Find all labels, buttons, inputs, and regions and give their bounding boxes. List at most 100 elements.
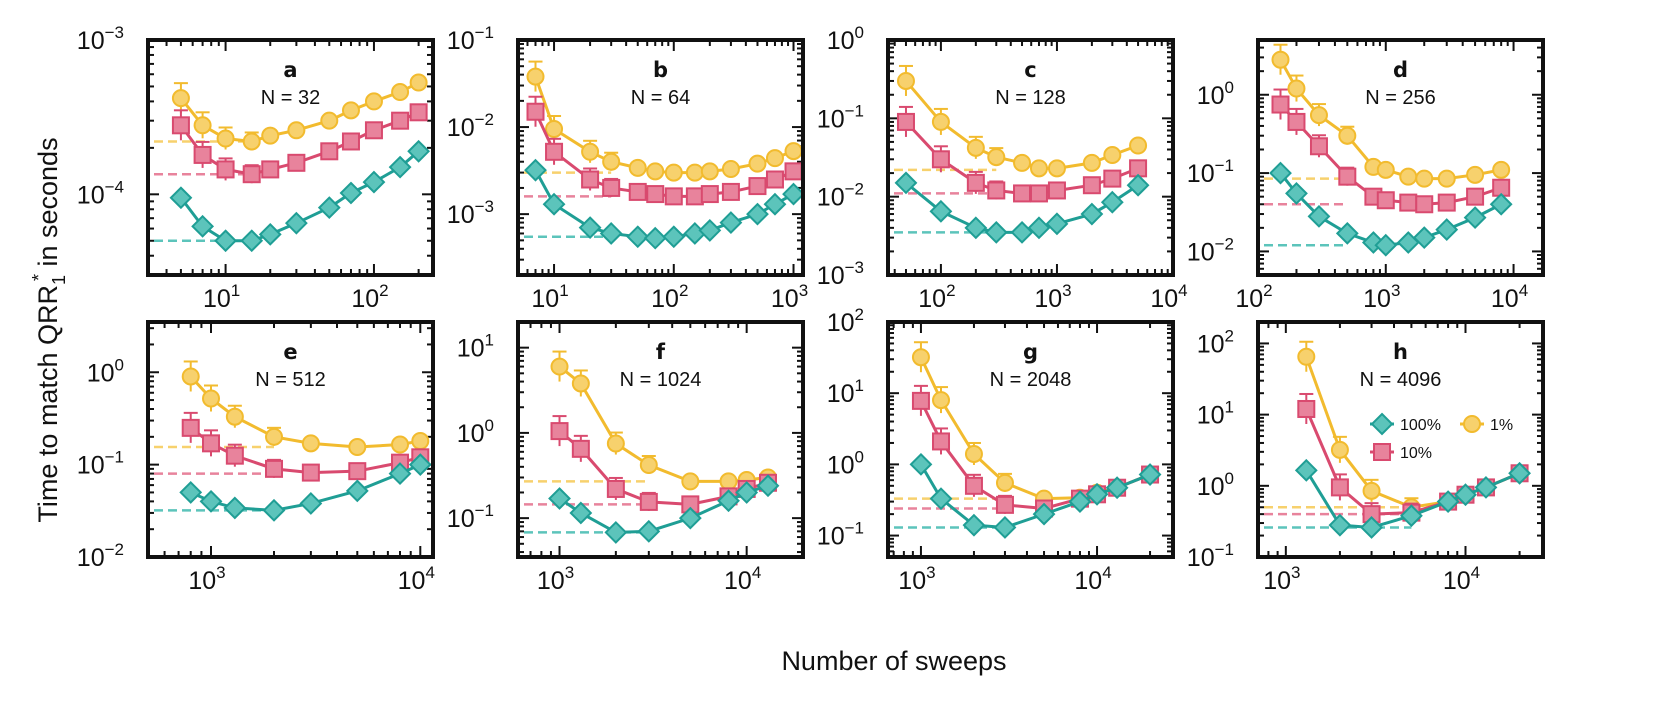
point-10% xyxy=(320,142,339,161)
x-tick-label: 103 xyxy=(1263,563,1300,595)
panel-frame xyxy=(516,320,805,559)
point-1% xyxy=(719,472,738,491)
y-tick-label: 100 xyxy=(827,23,864,55)
point-100% xyxy=(1138,463,1162,486)
point-1% xyxy=(681,472,700,491)
y-tick-label: 102 xyxy=(827,305,864,337)
point-1% xyxy=(1297,347,1316,366)
y-axis-label-main: Time to match QRR xyxy=(33,285,63,523)
point-100% xyxy=(1269,161,1292,185)
point-1% xyxy=(646,162,665,181)
point-1% xyxy=(784,142,803,161)
panel-a: 101 102 10−4 10−3 a N = 32 xyxy=(77,23,435,313)
point-1% xyxy=(364,92,383,111)
point-100% xyxy=(929,199,953,223)
point-100% xyxy=(169,186,193,210)
panel-frame xyxy=(886,38,1175,277)
point-100% xyxy=(1374,233,1398,257)
point-100% xyxy=(746,202,769,226)
panel-n-label: N = 1024 xyxy=(620,369,702,391)
point-1% xyxy=(987,148,1006,167)
x-tick-label: 102 xyxy=(1235,281,1272,313)
point-10% xyxy=(721,182,740,201)
point-1% xyxy=(287,121,306,140)
point-10% xyxy=(966,173,985,192)
y-tick-label: 100 xyxy=(457,416,494,448)
point-1% xyxy=(171,89,190,108)
point-10% xyxy=(391,111,410,130)
point-100% xyxy=(717,489,740,513)
point-100% xyxy=(1080,202,1104,226)
y-tick-label: 10−2 xyxy=(817,180,864,212)
point-10% xyxy=(242,165,261,184)
point-1% xyxy=(181,367,200,386)
point-1% xyxy=(1399,167,1418,186)
point-1% xyxy=(606,434,625,453)
point-10% xyxy=(1297,399,1316,418)
point-100% xyxy=(1399,504,1423,528)
point-100% xyxy=(317,196,341,220)
legend-marker-1% xyxy=(1463,415,1481,433)
point-10% xyxy=(987,181,1006,200)
point-1% xyxy=(301,434,320,453)
point-1% xyxy=(1029,159,1048,178)
point-100% xyxy=(299,492,323,515)
x-tick-label: 104 xyxy=(1491,281,1528,313)
point-10% xyxy=(606,479,625,498)
point-1% xyxy=(1362,481,1381,500)
x-tick-label: 104 xyxy=(724,563,761,595)
point-1% xyxy=(964,444,983,463)
point-1% xyxy=(1338,126,1357,145)
point-1% xyxy=(202,389,221,408)
point-1% xyxy=(1330,440,1349,459)
point-100% xyxy=(1032,502,1056,526)
panel-e: 103 104 10−2 10−1 100 e N = 512 xyxy=(77,320,435,595)
point-1% xyxy=(1287,79,1306,98)
point-1% xyxy=(1492,160,1511,179)
y-axis-label: Time to match QRR1* in seconds xyxy=(29,137,69,522)
y-axis-label-tail: in seconds xyxy=(33,137,63,274)
panel-frame xyxy=(886,320,1175,559)
point-10% xyxy=(1330,478,1349,497)
point-1% xyxy=(581,142,600,161)
point-1% xyxy=(721,159,740,178)
point-1% xyxy=(1466,165,1485,184)
point-1% xyxy=(348,438,367,457)
point-100% xyxy=(548,487,571,510)
point-10% xyxy=(1029,184,1048,203)
point-100% xyxy=(339,181,363,205)
point-100% xyxy=(258,222,282,246)
panel-frame xyxy=(1256,320,1545,559)
point-100% xyxy=(1126,173,1150,197)
panel-h: 103 104 10−1 100 101 102 h N = 4096 100% 10% 1% xyxy=(1187,320,1545,595)
point-100% xyxy=(678,506,702,530)
panel-n-label: N = 2048 xyxy=(990,369,1072,391)
x-tick-label: 103 xyxy=(771,281,808,313)
point-10% xyxy=(364,121,383,140)
point-1% xyxy=(193,116,212,135)
point-10% xyxy=(628,182,647,201)
point-10% xyxy=(1338,167,1357,186)
x-tick-label: 104 xyxy=(398,563,435,595)
point-100% xyxy=(388,155,412,179)
point-10% xyxy=(1103,169,1122,188)
panel-c: 102 103 104 10−3 10−2 10−1 100 c N = 128 xyxy=(817,23,1188,313)
panel-frame xyxy=(1256,38,1545,277)
point-10% xyxy=(261,160,280,179)
point-1% xyxy=(932,391,951,410)
panel-frame xyxy=(146,38,435,277)
point-1% xyxy=(225,407,244,426)
point-100% xyxy=(524,158,547,182)
x-tick-label: 103 xyxy=(537,563,574,595)
x-tick-label: 104 xyxy=(1443,563,1480,595)
point-10% xyxy=(181,418,200,437)
point-10% xyxy=(1013,184,1032,203)
point-100% xyxy=(214,229,237,253)
legend-marker-100% xyxy=(1370,412,1394,436)
point-10% xyxy=(287,153,306,172)
point-1% xyxy=(411,432,430,451)
point-100% xyxy=(643,226,667,250)
point-10% xyxy=(202,434,221,453)
point-100% xyxy=(599,222,623,245)
